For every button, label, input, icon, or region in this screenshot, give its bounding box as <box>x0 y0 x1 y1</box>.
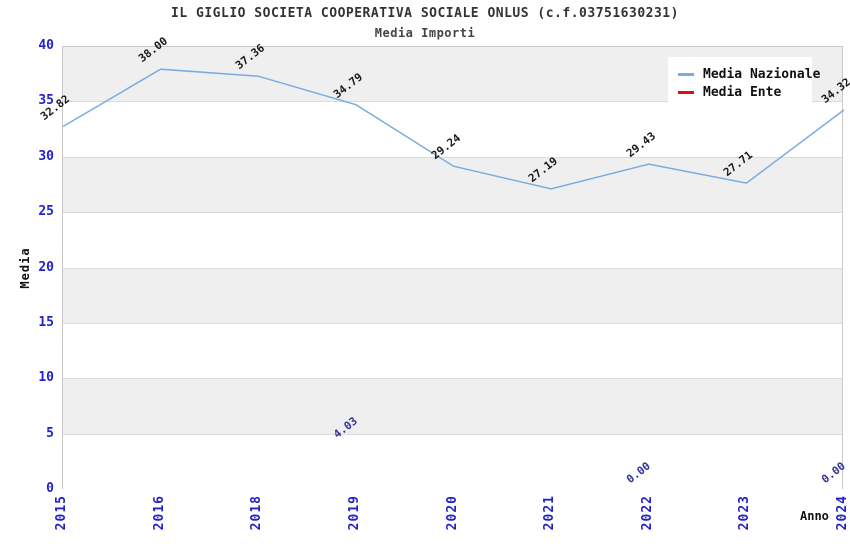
chart-subtitle: Media Importi <box>374 26 476 40</box>
legend-item: Media Ente <box>678 85 802 100</box>
legend-label: Media Nazionale <box>703 67 821 82</box>
y-tick-label: 25 <box>38 204 54 220</box>
x-tick-label: 2021 <box>542 495 558 531</box>
gridline-band <box>63 434 842 490</box>
x-tick-label: 2016 <box>151 495 167 531</box>
y-tick-label: 20 <box>38 259 54 275</box>
x-tick-label: 2023 <box>737 495 753 531</box>
y-tick-label: 30 <box>38 148 54 164</box>
gridline-band <box>63 379 842 435</box>
y-tick-label: 40 <box>38 38 54 53</box>
gridline-band <box>63 213 842 269</box>
gridline-band <box>63 157 842 214</box>
y-tick-label: 10 <box>38 370 54 386</box>
gridline-band <box>63 102 842 158</box>
y-tick-label: 0 <box>46 481 54 496</box>
legend-label: Media Ente <box>703 85 782 100</box>
x-tick-label: 2019 <box>346 495 362 531</box>
plot-area <box>62 46 845 490</box>
legend-item: Media Nazionale <box>678 67 820 82</box>
gridline-band <box>63 268 842 324</box>
chart-title: IL GIGLIO SOCIETA COOPERATIVA SOCIALE ON… <box>171 6 679 21</box>
gridline-band <box>63 323 842 380</box>
series-plot-svg <box>62 68 845 190</box>
x-tick-label: 2015 <box>54 495 69 531</box>
legend: Media Nazionale Media Ente <box>668 57 820 110</box>
legend-swatch-icon <box>678 73 694 76</box>
series-line-media-nazionale <box>62 68 845 190</box>
x-axis-title: Anno <box>800 509 829 523</box>
x-tick-label: 2024 <box>835 495 850 531</box>
y-tick-label: 5 <box>46 425 54 441</box>
y-tick-label: 35 <box>38 93 54 109</box>
x-tick-label: 2018 <box>249 495 265 531</box>
x-tick-label: 2020 <box>444 495 460 531</box>
y-tick-label: 15 <box>38 314 54 330</box>
x-tick-label: 2022 <box>639 495 655 531</box>
legend-swatch-icon <box>678 91 694 94</box>
